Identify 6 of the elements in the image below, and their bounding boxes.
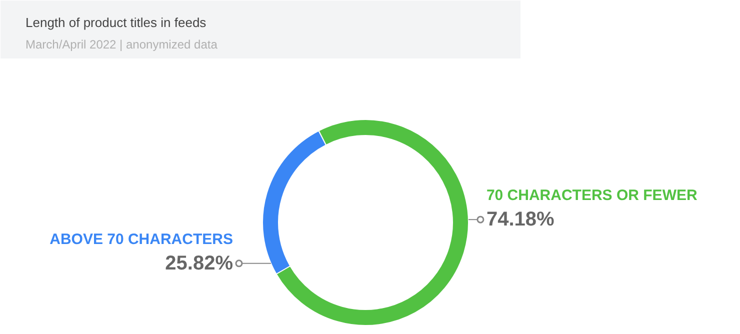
data-label: 74.18% xyxy=(486,208,555,231)
chart-subtitle: March/April 2022 | anonymized data xyxy=(26,38,218,52)
data-label: 25.82% xyxy=(165,252,234,274)
chart-title: Length of product titles in feeds xyxy=(26,15,207,30)
slice-label: 70 CHARACTERS OR FEWER xyxy=(486,187,698,204)
slice-label: ABOVE 70 CHARACTERS xyxy=(50,230,233,248)
